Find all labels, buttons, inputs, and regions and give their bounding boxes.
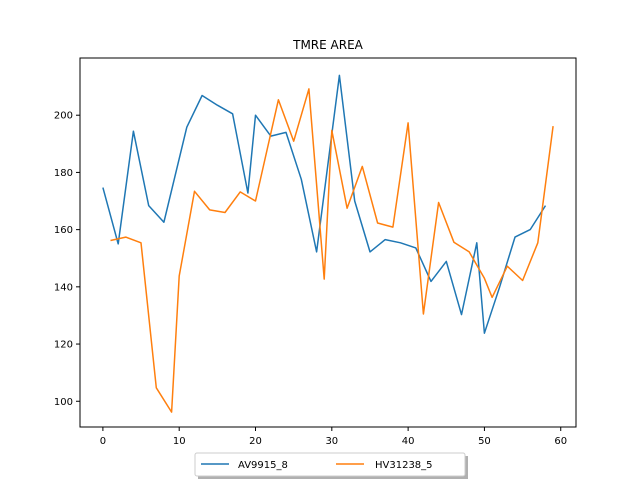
x-tick-label: 20 [249, 436, 262, 447]
y-tick-label: 140 [54, 282, 73, 293]
y-tick-label: 200 [54, 111, 73, 122]
chart-title: TMRE AREA [292, 38, 364, 52]
legend: AV9915_8 HV31238_5 [194, 452, 468, 479]
legend-label-hv31238-5: HV31238_5 [375, 460, 433, 471]
series-line-av9915-8 [102, 74, 547, 334]
y-tick-label: 100 [54, 397, 73, 408]
series-layer [102, 74, 554, 413]
plot-area [80, 58, 576, 427]
y-tick-label: 120 [54, 340, 73, 351]
x-tick-label: 50 [478, 436, 491, 447]
x-tick-label: 30 [325, 436, 338, 447]
legend-box [194, 452, 466, 477]
series-line-hv31238-5 [110, 88, 554, 413]
legend-label-av9915-8: AV9915_8 [238, 460, 288, 471]
x-tick-label: 0 [100, 436, 106, 447]
plot-frame [79, 57, 577, 428]
x-axis: 0 10 20 30 40 50 60 [100, 427, 567, 447]
x-tick-label: 60 [554, 436, 567, 447]
y-tick-label: 160 [54, 225, 73, 236]
x-tick-label: 40 [402, 436, 415, 447]
x-tick-label: 10 [173, 436, 186, 447]
y-axis: 100 120 140 160 180 200 [54, 111, 80, 408]
y-tick-label: 180 [54, 168, 73, 179]
